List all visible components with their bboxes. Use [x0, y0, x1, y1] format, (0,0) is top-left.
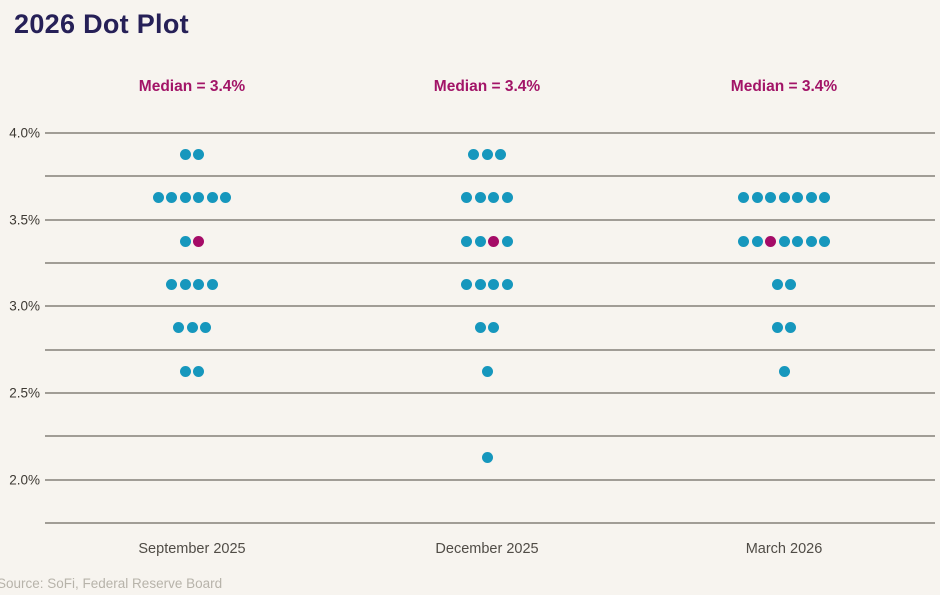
- x-axis-label-december: December 2025: [435, 541, 539, 557]
- dot: [751, 235, 763, 247]
- dot: [495, 149, 506, 161]
- dot: [152, 192, 164, 204]
- dot: [778, 235, 790, 247]
- dot: [179, 192, 191, 204]
- y-tick-label: 3.5%: [9, 212, 40, 228]
- dot: [501, 192, 513, 204]
- dot: [778, 365, 790, 377]
- dot: [792, 192, 803, 204]
- dot: [193, 149, 205, 161]
- x-axis-label-september: September 2025: [138, 541, 246, 557]
- dot: [488, 192, 500, 204]
- dot: [481, 149, 493, 161]
- dot: [771, 322, 783, 334]
- x-axis-label-march: March 2026: [745, 541, 823, 557]
- dot: [461, 279, 473, 291]
- dot: [468, 149, 479, 161]
- dot: [474, 279, 486, 291]
- chart-title: 2026 Dot Plot: [14, 9, 189, 39]
- dot: [805, 235, 817, 247]
- y-tick-label: 2.5%: [9, 385, 40, 401]
- dot: [778, 192, 790, 204]
- dot: [792, 235, 803, 247]
- dot: [501, 235, 513, 247]
- dot: [186, 322, 198, 334]
- dot: [481, 365, 493, 377]
- gridline: [45, 175, 935, 178]
- dot: [206, 192, 218, 204]
- dot: [819, 192, 830, 204]
- dot: [771, 279, 783, 291]
- gridline: [45, 132, 935, 134]
- median-dot: [193, 235, 205, 247]
- dot: [173, 322, 184, 334]
- dot: [193, 365, 205, 377]
- gridline: [45, 521, 935, 524]
- y-tick-label: 2.0%: [9, 472, 40, 488]
- dot: [738, 235, 749, 247]
- y-tick-label: 3.0%: [9, 298, 40, 314]
- median-dot: [488, 235, 500, 247]
- dot: [488, 322, 500, 334]
- gridline: [45, 261, 935, 264]
- dot: [474, 322, 486, 334]
- median-label-december: Median = 3.4%: [433, 78, 541, 95]
- dot: [461, 192, 473, 204]
- dot: [179, 149, 191, 161]
- dot: [481, 452, 493, 464]
- dot: [474, 192, 486, 204]
- dot: [765, 192, 776, 204]
- dot: [179, 235, 191, 247]
- dot: [819, 235, 830, 247]
- dot: [166, 192, 178, 204]
- dot: [461, 235, 473, 247]
- y-tick-label: 4.0%: [9, 125, 40, 141]
- dot: [193, 192, 205, 204]
- dot: [751, 192, 763, 204]
- dot: [488, 279, 500, 291]
- dot: [200, 322, 211, 334]
- median-dot: [765, 235, 776, 247]
- gridline: [45, 305, 935, 308]
- gridline: [45, 435, 935, 438]
- dot: [738, 192, 749, 204]
- dot: [501, 279, 513, 291]
- median-label-september: Median = 3.4%: [138, 78, 246, 95]
- dot: [474, 235, 486, 247]
- dot: [785, 279, 797, 291]
- dot: [179, 279, 191, 291]
- dot: [179, 365, 191, 377]
- gridline: [45, 218, 935, 221]
- median-label-march: Median = 3.4%: [730, 78, 838, 95]
- dot: [220, 192, 232, 204]
- source-caption: Source: SoFi, Federal Reserve Board: [0, 576, 223, 591]
- dot: [206, 279, 218, 291]
- dot: [193, 279, 205, 291]
- gridline: [45, 478, 935, 481]
- dot: [166, 279, 178, 291]
- dot: [785, 322, 797, 334]
- gridline: [45, 391, 935, 394]
- dot: [805, 192, 817, 204]
- gridline: [45, 348, 935, 351]
